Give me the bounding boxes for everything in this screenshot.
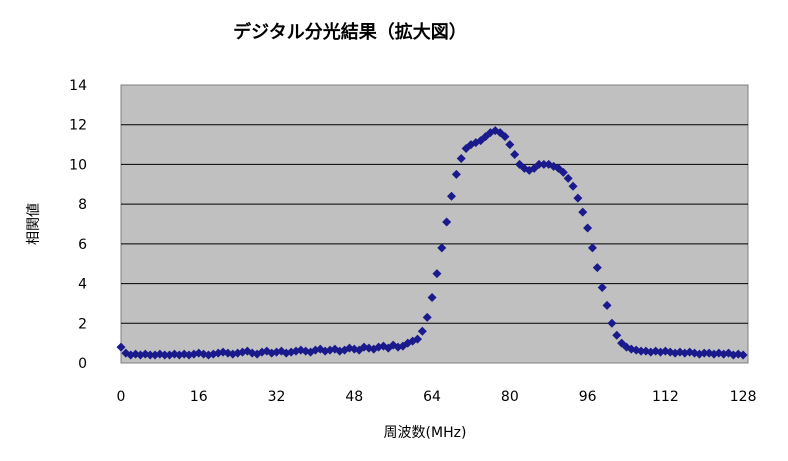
x-tick-label: 16 (190, 389, 208, 405)
x-tick-label: 64 (423, 389, 441, 405)
data-point (602, 300, 612, 310)
y-axis-ticks: 0 2 4 6 8 10 12 14 (69, 78, 87, 372)
data-point (592, 263, 602, 273)
data-point (573, 193, 583, 203)
x-axis-ticks: 0 16 32 48 64 80 96 112 128 (117, 389, 757, 405)
data-point (160, 350, 170, 360)
x-tick-label: 96 (579, 389, 597, 405)
y-tick-label: 2 (78, 316, 87, 332)
data-point (597, 283, 607, 293)
data-point (427, 292, 437, 302)
x-tick-label: 48 (345, 389, 363, 405)
data-point (568, 181, 578, 191)
data-points (116, 126, 748, 360)
x-tick-label: 80 (501, 389, 519, 405)
data-point (534, 159, 544, 169)
data-point (417, 326, 427, 336)
y-tick-label: 0 (78, 356, 87, 372)
y-tick-label: 10 (69, 157, 87, 173)
data-point (578, 207, 588, 217)
data-point (612, 330, 622, 340)
data-point (563, 173, 573, 183)
data-point (583, 223, 593, 233)
data-point (636, 346, 646, 356)
y-tick-label: 12 (69, 118, 87, 134)
data-point (607, 318, 617, 328)
data-point (587, 243, 597, 253)
data-point (505, 140, 515, 150)
data-point (510, 150, 520, 159)
data-point (699, 348, 709, 358)
x-tick-label: 128 (730, 389, 757, 405)
data-point (422, 312, 432, 322)
data-point (558, 167, 568, 177)
data-point (447, 191, 457, 201)
gridlines (121, 124, 748, 324)
x-tick-label: 32 (268, 389, 286, 405)
x-tick-label: 0 (117, 389, 126, 405)
data-point (412, 334, 422, 344)
chart-title: デジタル分光結果（拡大図） (233, 21, 467, 43)
data-point (500, 132, 510, 142)
y-tick-label: 14 (69, 78, 87, 94)
data-point (539, 159, 549, 169)
x-tick-label: 112 (652, 389, 679, 405)
data-point (456, 153, 466, 163)
data-point (442, 217, 452, 227)
y-axis-label: 相関値 (26, 203, 42, 245)
data-point (116, 342, 126, 352)
data-point (451, 169, 461, 179)
data-point (437, 243, 447, 253)
x-axis-label: 周波数(MHz) (384, 425, 467, 441)
data-point (145, 350, 155, 360)
y-tick-label: 4 (78, 277, 87, 293)
data-point (432, 269, 442, 279)
data-point (738, 350, 748, 360)
plot-area (120, 84, 749, 364)
y-tick-label: 8 (78, 197, 87, 213)
y-tick-label: 6 (78, 237, 87, 253)
